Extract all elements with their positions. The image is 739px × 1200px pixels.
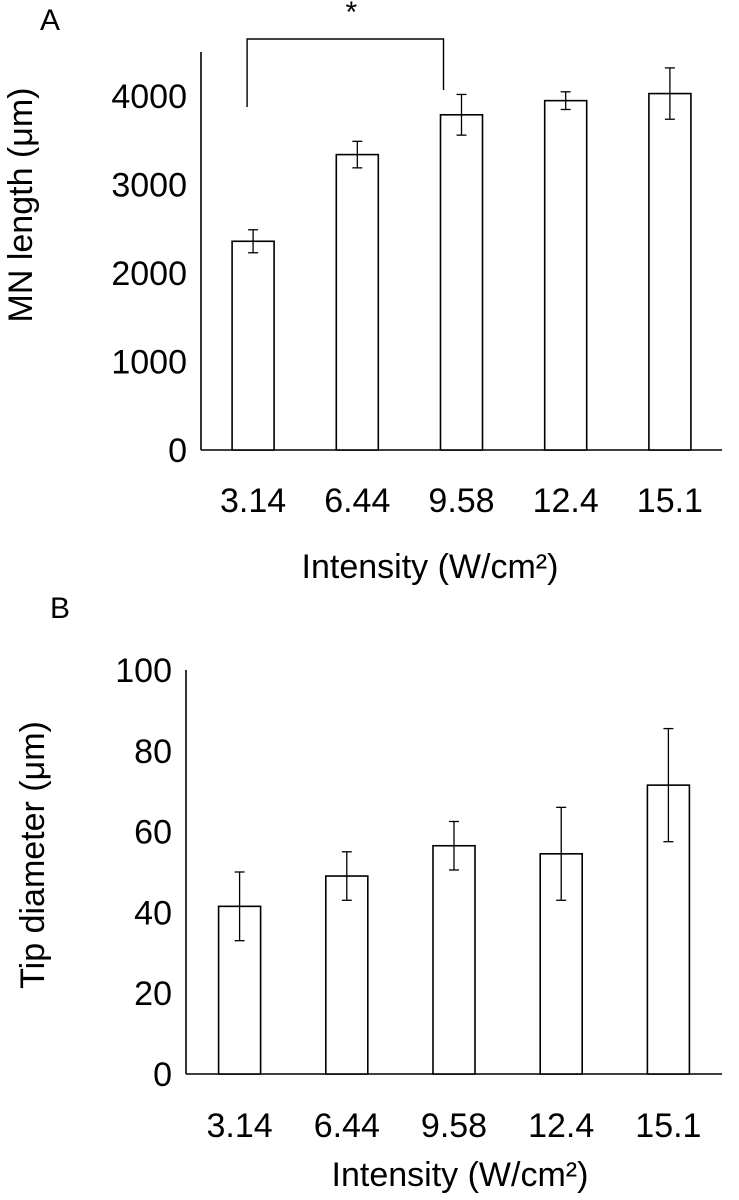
y-tick-label: 3000 xyxy=(111,167,187,205)
x-tick-label: 12.4 xyxy=(528,1107,594,1145)
x-tick-label: 15.1 xyxy=(637,482,703,520)
y-tick-label: 0 xyxy=(168,432,187,470)
y-tick-label: 60 xyxy=(134,814,172,852)
bar xyxy=(543,99,588,451)
y-tick-label: 20 xyxy=(134,975,172,1013)
bar xyxy=(231,240,275,451)
y-ticks-a: 0 1000 2000 3000 4000 xyxy=(111,78,187,470)
x-tick-label: 15.1 xyxy=(635,1107,701,1145)
x-ticks-a: 3.14 6.44 9.58 12.4 15.1 xyxy=(220,482,703,520)
y-tick-label: 80 xyxy=(134,733,172,771)
x-tick-label: 3.14 xyxy=(207,1107,273,1145)
x-tick-label: 6.44 xyxy=(324,482,390,520)
y-tick-label: 40 xyxy=(134,894,172,932)
x-tick-label: 9.58 xyxy=(428,482,494,520)
panel-label-b: B xyxy=(50,592,70,625)
y-tick-label: 100 xyxy=(115,652,172,690)
y-tick-label: 0 xyxy=(153,1056,172,1094)
x-ticks-b: 3.14 6.44 9.58 12.4 15.1 xyxy=(207,1107,702,1145)
y-tick-label: 1000 xyxy=(111,344,187,382)
y-tick-label: 2000 xyxy=(111,255,187,293)
x-tick-label: 3.14 xyxy=(220,482,286,520)
significance-bracket: * xyxy=(246,0,445,107)
x-tick-label: 9.58 xyxy=(421,1107,487,1145)
y-axis-title-a: MN length (μm) xyxy=(2,88,40,323)
bar xyxy=(324,875,369,1075)
y-axis-title-b: Tip diameter (μm) xyxy=(14,721,52,989)
bar xyxy=(648,92,692,451)
bar xyxy=(439,113,484,451)
panel-label-a: A xyxy=(40,4,60,37)
significance-star: * xyxy=(345,0,357,29)
bar xyxy=(432,844,476,1075)
x-axis-title-b: Intensity (W/cm²) xyxy=(332,1156,589,1194)
chart-panel-a: A MN length (μm) 0 1000 2000 3000 4000 3.14 6… xyxy=(2,0,722,586)
x-tick-label: 12.4 xyxy=(533,482,599,520)
significance-line xyxy=(246,38,445,107)
bars-b xyxy=(217,727,691,1075)
chart-panel-b: B Tip diameter (μm) 0 20 40 60 80 100 3.14 6.4… xyxy=(14,592,722,1194)
bars-a xyxy=(231,67,692,451)
y-tick-label: 4000 xyxy=(111,78,187,116)
y-ticks-b: 0 20 40 60 80 100 xyxy=(115,652,172,1094)
bar xyxy=(335,153,380,451)
x-tick-label: 6.44 xyxy=(314,1107,380,1145)
x-axis-title-a: Intensity (W/cm²) xyxy=(302,548,559,586)
